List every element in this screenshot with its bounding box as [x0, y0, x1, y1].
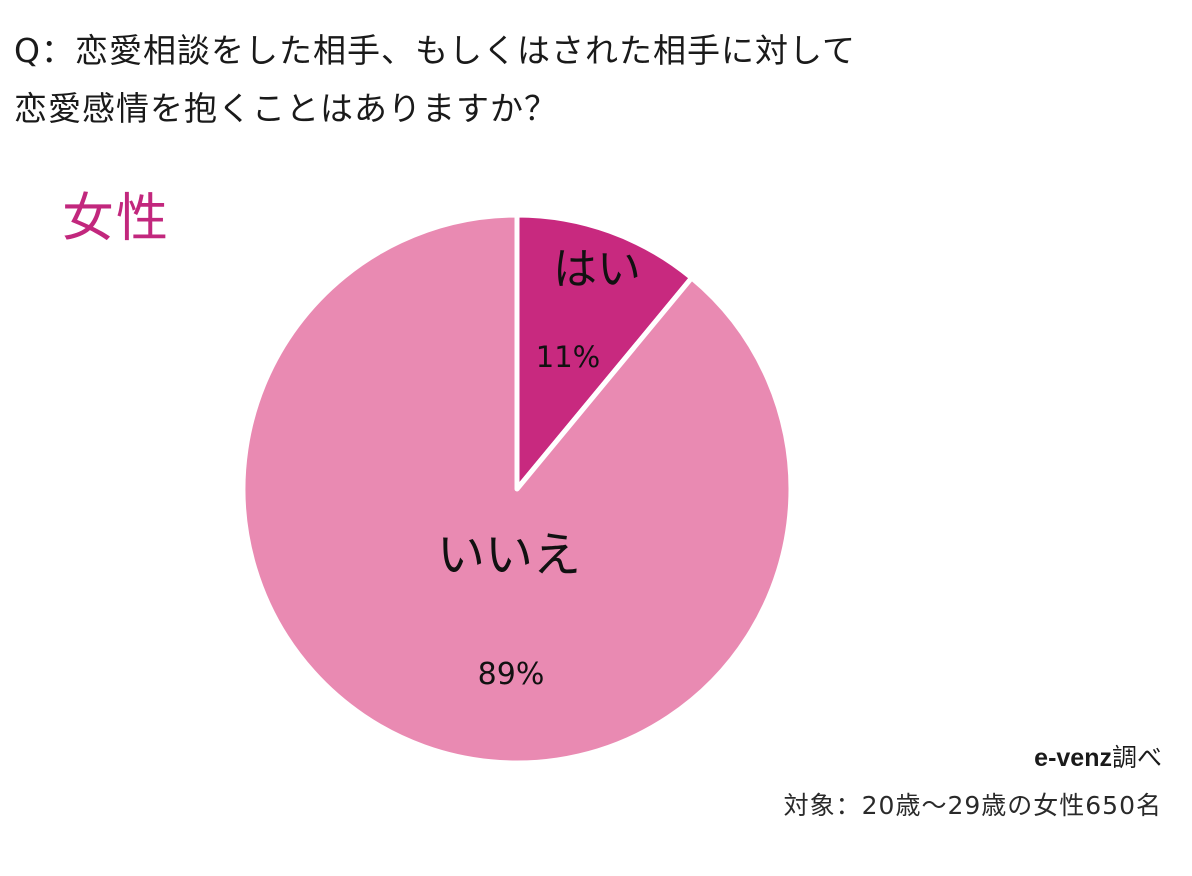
pie-slice-yes [514, 212, 695, 492]
slice-value-no: 89% [478, 657, 545, 692]
source-brand: e-venz [1034, 744, 1112, 772]
source-suffix: 調べ [1111, 743, 1162, 772]
slice-label-no: いいえ [437, 527, 581, 583]
source-credit: e-venz調べ [1034, 738, 1162, 774]
pie-labels: はい 11% いいえ 89% [437, 244, 641, 692]
pie-slices [240, 212, 794, 766]
question-line-2: 恋愛感情を抱くことはありますか？ [14, 89, 558, 128]
respondents-note: 対象：20歳〜29歳の女性650名 [783, 791, 1162, 820]
question: Q：恋愛相談をした相手、もしくはされた相手に対して 恋愛感情を抱くことはあります… [14, 22, 856, 138]
pie-slice-no [240, 212, 794, 766]
question-line-1: Q：恋愛相談をした相手、もしくはされた相手に対して [14, 31, 856, 70]
slice-value-yes: 11% [536, 340, 600, 374]
segment-label: 女性 [62, 189, 171, 249]
slice-label-yes: はい [553, 244, 641, 295]
